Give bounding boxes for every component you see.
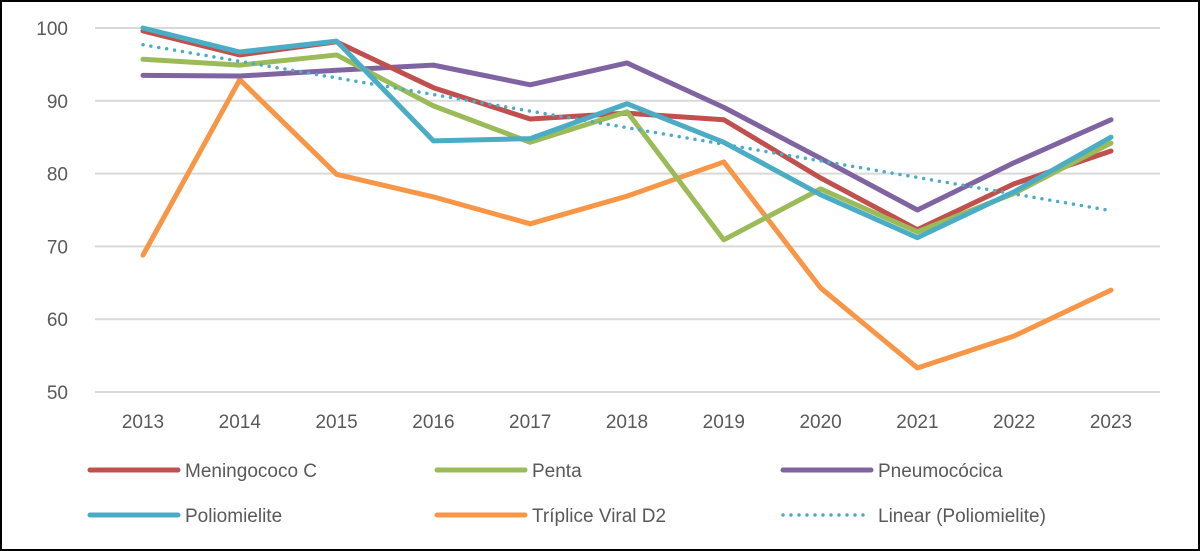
y-tick-label: 80 [47,165,68,186]
legend-item: Poliomielite [87,506,282,527]
y-tick-label: 100 [36,19,68,40]
legend-item: Pneumocócica [780,461,1003,482]
legend-label: Meningococo C [185,461,317,482]
x-tick-label: 2022 [993,412,1035,433]
x-tick-label: 2018 [606,412,648,433]
x-tick-label: 2015 [315,412,357,433]
x-tick-label: 2016 [412,412,454,433]
y-tick-label: 60 [47,310,68,331]
legend-label: Linear (Poliomielite) [878,506,1046,527]
x-tick-label: 2021 [896,412,938,433]
legend-item: Linear (Poliomielite) [781,506,1046,527]
x-tick-label: 2013 [122,412,164,433]
series-line-tr-plice-viral-d2 [140,77,1114,371]
series-line-poliomielite [140,25,1114,241]
legend-label: Pneumocócica [878,461,1003,482]
series-line-penta [140,52,1114,243]
x-tick-label: 2014 [219,412,262,433]
y-tick-label: 70 [47,237,68,258]
legend-item: Penta [434,461,582,482]
x-tick-label: 2017 [509,412,551,433]
y-tick-label: 50 [47,383,68,404]
series-line-pneumoc-cica [140,60,1114,213]
legend-label: Tríplice Viral D2 [532,506,666,527]
legend-label: Penta [532,461,582,482]
x-tick-label: 2019 [703,412,745,433]
x-tick-label: 2023 [1090,412,1132,433]
legend-item: Meningococo C [87,461,317,482]
legend-label: Poliomielite [185,506,282,527]
y-tick-label: 90 [47,92,68,113]
x-tick-label: 2020 [799,412,841,433]
legend-item: Tríplice Viral D2 [434,506,666,527]
